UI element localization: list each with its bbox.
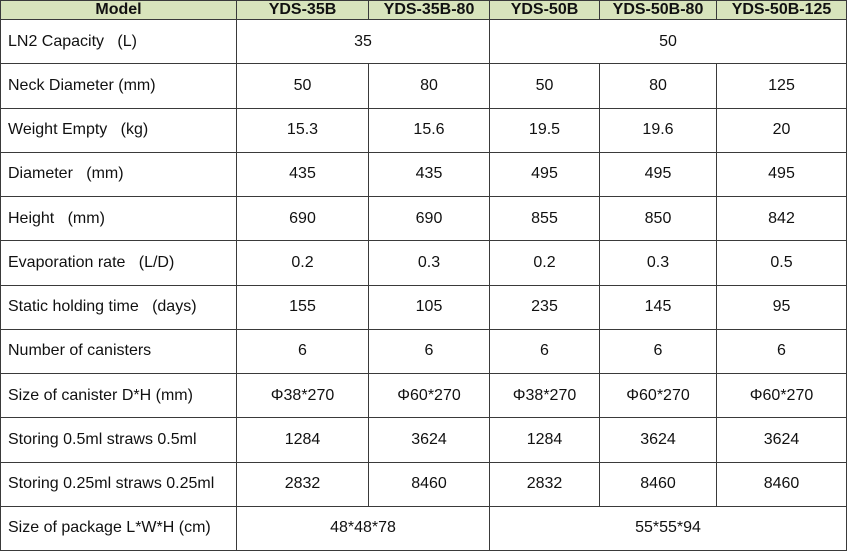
cell: 50 <box>489 63 600 109</box>
header-cell: Model <box>0 0 237 20</box>
cell: Φ38*270 <box>236 372 369 419</box>
cell: 8460 <box>599 461 717 507</box>
cell: 855 <box>489 195 600 242</box>
cell: 6 <box>368 328 490 375</box>
cell: 0.2 <box>236 240 369 286</box>
cell: 80 <box>368 63 490 109</box>
cell: Φ60*270 <box>368 372 490 419</box>
table-row: Number of canisters 6 6 6 6 6 <box>0 328 847 375</box>
cell: 3624 <box>716 417 847 463</box>
cell: 8460 <box>368 461 490 507</box>
table-row: Weight Empty (kg) 15.3 15.6 19.5 19.6 20 <box>0 107 847 153</box>
table-row: LN2 Capacity (L) 35 50 <box>0 18 847 65</box>
table-row: Evaporation rate (L/D) 0.2 0.3 0.2 0.3 0.5 <box>0 240 847 286</box>
row-label: Static holding time (days) <box>0 284 237 330</box>
cell: 48*48*78 <box>236 505 490 552</box>
table-row: Height (mm) 690 690 855 850 842 <box>0 195 847 242</box>
row-label: Height (mm) <box>0 195 237 242</box>
table-row: Diameter (mm) 435 435 495 495 495 <box>0 151 847 198</box>
cell: 125 <box>716 63 847 109</box>
row-label: Evaporation rate (L/D) <box>0 240 237 286</box>
header-row: Model YDS-35B YDS-35B-80 YDS-50B YDS-50B-80 Y… <box>0 0 847 20</box>
row-label: Size of canister D*H (mm) <box>0 372 237 419</box>
cell: 0.3 <box>368 240 490 286</box>
row-label: Neck Diameter (mm) <box>0 63 237 109</box>
header-cell: YDS-35B <box>236 0 369 20</box>
cell: 95 <box>716 284 847 330</box>
cell: 435 <box>236 151 369 198</box>
cell: 3624 <box>599 417 717 463</box>
row-label: Diameter (mm) <box>0 151 237 198</box>
cell: 20 <box>716 107 847 153</box>
cell: 80 <box>599 63 717 109</box>
cell: 50 <box>489 18 847 65</box>
cell: 15.6 <box>368 107 490 153</box>
table-body: LN2 Capacity (L) 35 50 Neck Diameter (mm) 50… <box>0 18 847 552</box>
cell: 15.3 <box>236 107 369 153</box>
cell: 6 <box>599 328 717 375</box>
cell: 19.5 <box>489 107 600 153</box>
header-cell: YDS-35B-80 <box>368 0 490 20</box>
cell: 0.3 <box>599 240 717 286</box>
table-row: Size of canister D*H (mm) Φ38*270 Φ60*270 Φ… <box>0 372 847 419</box>
cell: 495 <box>489 151 600 198</box>
cell: 690 <box>236 195 369 242</box>
header-cell: YDS-50B-125 <box>716 0 847 20</box>
table-row: Storing 0.5ml straws 0.5ml 1284 3624 1284 36… <box>0 417 847 463</box>
table-row: Neck Diameter (mm) 50 80 50 80 125 <box>0 63 847 109</box>
cell: 1284 <box>489 417 600 463</box>
row-label: LN2 Capacity (L) <box>0 18 237 65</box>
cell: 842 <box>716 195 847 242</box>
cell: 1284 <box>236 417 369 463</box>
cell: 2832 <box>489 461 600 507</box>
cell: 0.5 <box>716 240 847 286</box>
cell: 495 <box>599 151 717 198</box>
row-label: Storing 0.5ml straws 0.5ml <box>0 417 237 463</box>
cell: 55*55*94 <box>489 505 847 552</box>
cell: 8460 <box>716 461 847 507</box>
header-cell: YDS-50B <box>489 0 600 20</box>
row-label: Storing 0.25ml straws 0.25ml <box>0 461 237 507</box>
cell: 0.2 <box>489 240 600 286</box>
cell: 105 <box>368 284 490 330</box>
cell: 6 <box>489 328 600 375</box>
table-row: Size of package L*W*H (cm) 48*48*78 55*55*… <box>0 505 847 552</box>
table-row: Static holding time (days) 155 105 235 145 95 <box>0 284 847 330</box>
row-label: Size of package L*W*H (cm) <box>0 505 237 552</box>
cell: 850 <box>599 195 717 242</box>
cell: 50 <box>236 63 369 109</box>
cell: 145 <box>599 284 717 330</box>
cell: 6 <box>716 328 847 375</box>
cell: 495 <box>716 151 847 198</box>
cell: 6 <box>236 328 369 375</box>
cell: 690 <box>368 195 490 242</box>
cell: 2832 <box>236 461 369 507</box>
cell: Φ60*270 <box>716 372 847 419</box>
table-row: Storing 0.25ml straws 0.25ml 2832 8460 2832… <box>0 461 847 507</box>
row-label: Number of canisters <box>0 328 237 375</box>
cell: 35 <box>236 18 490 65</box>
cell: 19.6 <box>599 107 717 153</box>
cell: Φ38*270 <box>489 372 600 419</box>
cell: 435 <box>368 151 490 198</box>
row-label: Weight Empty (kg) <box>0 107 237 153</box>
cell: 3624 <box>368 417 490 463</box>
cell: 155 <box>236 284 369 330</box>
header-cell: YDS-50B-80 <box>599 0 717 20</box>
cell: 235 <box>489 284 600 330</box>
cell: Φ60*270 <box>599 372 717 419</box>
